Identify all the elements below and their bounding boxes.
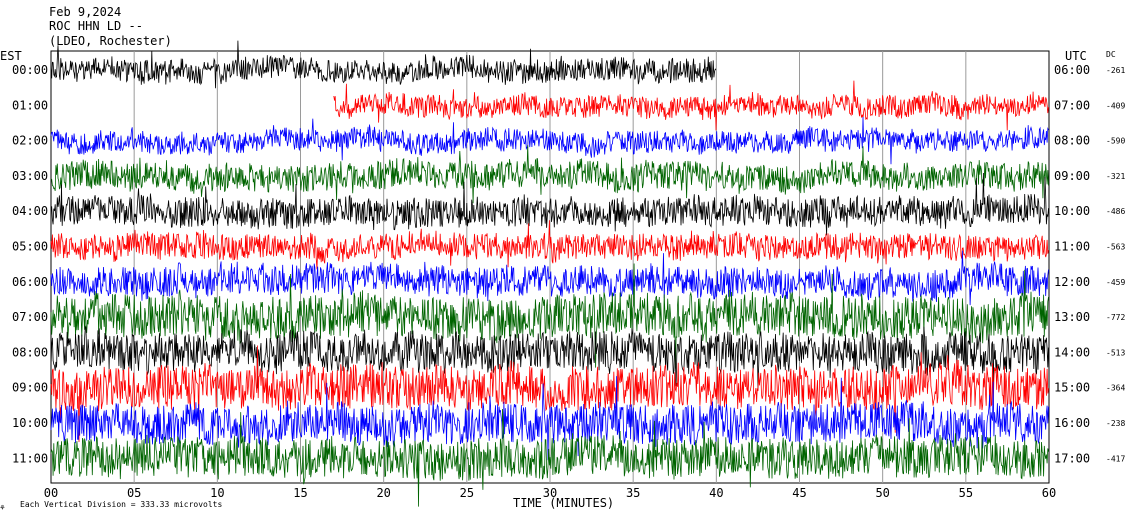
logo-mark: ⚘ <box>0 503 5 512</box>
trace-0600 <box>50 250 1049 306</box>
utc-hour-label: 11:00 <box>1054 240 1090 254</box>
est-hour-label: 07:00 <box>12 310 48 324</box>
dc-offset-label: -321 <box>1106 172 1125 181</box>
utc-hour-label: 16:00 <box>1054 416 1090 430</box>
est-hour-label: 03:00 <box>12 169 48 183</box>
x-tick-label: 35 <box>626 486 640 500</box>
dc-offset-label: -513 <box>1106 348 1125 357</box>
seismic-traces <box>50 40 1049 507</box>
est-hour-label: 09:00 <box>12 381 48 395</box>
dc-offset-label: -486 <box>1106 207 1125 216</box>
trace-0200 <box>50 116 1049 165</box>
trace-1000 <box>50 376 1049 461</box>
dc-offset-label: -238 <box>1106 419 1125 428</box>
station-code: ROC HHN LD -- <box>49 19 143 33</box>
dc-column-label: DC <box>1106 50 1116 59</box>
x-tick-label: 30 <box>543 486 557 500</box>
utc-hour-label: 14:00 <box>1054 345 1090 359</box>
est-axis-label: EST <box>0 49 22 63</box>
trace-0700 <box>50 263 1049 369</box>
dc-offset-label: -563 <box>1106 243 1125 252</box>
trace-0500 <box>50 220 1049 270</box>
x-tick-label: 15 <box>293 486 307 500</box>
x-tick-label: 25 <box>460 486 474 500</box>
dc-offset-label: -459 <box>1106 278 1125 287</box>
dc-offset-label: -417 <box>1106 454 1125 463</box>
est-hour-label: 05:00 <box>12 240 48 254</box>
trace-0100 <box>333 80 1049 131</box>
utc-hour-label: 15:00 <box>1054 381 1090 395</box>
station-location: (LDEO, Rochester) <box>49 34 172 48</box>
dc-offset-label: -590 <box>1106 137 1125 146</box>
chart-date: Feb 9,2024 <box>49 5 121 19</box>
utc-hour-label: 12:00 <box>1054 275 1090 289</box>
utc-hour-labels: 06:00 07:00 08:00 09:00 10:00 11:00 12:00 13:00… <box>1054 63 1090 465</box>
est-hour-label: 02:00 <box>12 134 48 148</box>
x-tick-label: 45 <box>792 486 806 500</box>
x-tick-label: 55 <box>959 486 973 500</box>
utc-hour-label: 07:00 <box>1054 98 1090 112</box>
minute-gridlines <box>133 51 967 483</box>
x-tick-label: 10 <box>210 486 224 500</box>
trace-0800 <box>50 325 1049 394</box>
utc-hour-label: 10:00 <box>1054 204 1090 218</box>
dc-offset-label: -409 <box>1106 101 1125 110</box>
est-hour-label: 01:00 <box>12 98 48 112</box>
x-axis-title: TIME (MINUTES) <box>513 496 614 510</box>
trace-0300 <box>50 145 1049 204</box>
est-hour-label: 06:00 <box>12 275 48 289</box>
est-hour-label: 00:00 <box>12 63 48 77</box>
utc-hour-label: 09:00 <box>1054 169 1090 183</box>
x-tick-label: 50 <box>875 486 889 500</box>
utc-hour-label: 08:00 <box>1054 134 1090 148</box>
x-tick-labels: 00 05 10 15 20 25 30 35 40 45 50 55 60 <box>44 486 1056 500</box>
est-hour-label: 10:00 <box>12 416 48 430</box>
est-hour-label: 08:00 <box>12 345 48 359</box>
x-tick-label: 40 <box>709 486 723 500</box>
trace-0400 <box>50 172 1049 236</box>
trace-0000 <box>50 40 717 89</box>
trace-1100 <box>50 408 1049 507</box>
x-tick-label: 20 <box>376 486 390 500</box>
x-tick-label: 60 <box>1042 486 1056 500</box>
dc-offset-label: -261 <box>1106 66 1125 75</box>
est-hour-label: 04:00 <box>12 204 48 218</box>
utc-axis-label: UTC <box>1065 49 1087 63</box>
est-hour-label: 11:00 <box>12 451 48 465</box>
utc-hour-label: 13:00 <box>1054 310 1090 324</box>
x-tick-label: 05 <box>127 486 141 500</box>
dc-offset-labels: -261 -409 -590 -321 -486 -563 -459 -772 -513 -364… <box>1106 66 1125 463</box>
est-hour-labels: 00:00 01:00 02:00 03:00 04:00 05:00 06:00 07:00… <box>12 63 48 465</box>
scale-note: Each Vertical Division = 333.33 microvol… <box>20 500 222 509</box>
utc-hour-label: 06:00 <box>1054 63 1090 77</box>
dc-offset-label: -364 <box>1106 384 1125 393</box>
utc-hour-label: 17:00 <box>1054 451 1090 465</box>
dc-offset-label: -772 <box>1106 313 1125 322</box>
x-tick-label: 00 <box>44 486 58 500</box>
